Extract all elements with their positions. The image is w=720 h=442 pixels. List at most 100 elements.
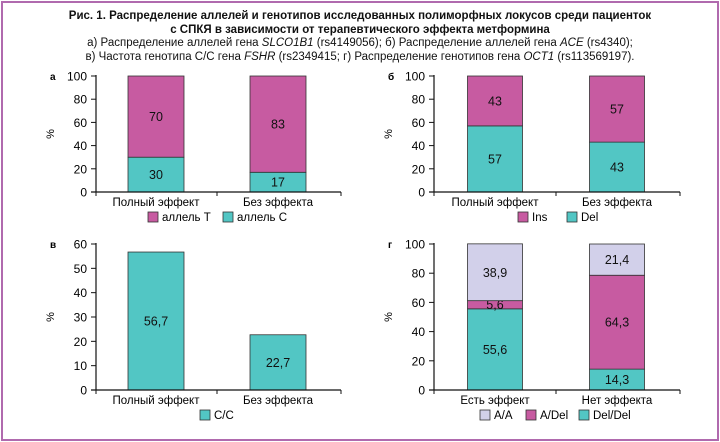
y-axis-title: % [383, 312, 395, 322]
caption-title-line2: с СПКЯ в зависимости от терапевтического… [170, 23, 550, 36]
bar-segment [249, 75, 307, 173]
bar-segment [467, 308, 523, 391]
chart-panel-4: г% 55,6 5,6 38,9 Есть эффект 14,3 64,3 21,4 Нет … [383, 238, 681, 422]
y-tick-label: 50 [74, 262, 88, 276]
y-tick-label: 20 [412, 162, 426, 176]
data-label: 30 [149, 168, 163, 182]
legend-label: A/Del [540, 410, 568, 422]
y-tick-label: 20 [412, 354, 426, 368]
caption-title-line1: Рис. 1. Распределение аллелей и генотипо… [68, 10, 652, 22]
legend-swatch [147, 211, 159, 223]
x-tick-label: Без эффекта [243, 395, 314, 407]
y-tick-label: 20 [74, 162, 88, 176]
caption-line3-part-c: (rs4340); [583, 37, 633, 49]
legend-swatch [566, 211, 578, 223]
data-label: 21,4 [605, 253, 629, 267]
bar-segment [467, 125, 523, 193]
y-tick-label: 100 [67, 70, 87, 84]
caption-line3-part-a: а) Распределение аллелей гена [87, 37, 262, 49]
y-tick-label: 0 [80, 384, 87, 398]
bar-segment [127, 251, 185, 391]
x-tick-label: Без эффекта [582, 197, 653, 209]
y-tick-label: 20 [74, 335, 88, 349]
legend: аллель T аллель C [147, 211, 287, 224]
caption-gene-oct1: OCT1 [523, 50, 555, 63]
x-tick-label: Полный эффект [113, 197, 201, 209]
y-axis-title: % [45, 129, 57, 139]
y-tick-label: 80 [412, 267, 426, 281]
bar-segment [589, 141, 645, 193]
data-label: 43 [488, 94, 502, 108]
data-label: 14,3 [605, 373, 629, 387]
y-axis-title: % [45, 312, 57, 322]
data-label: 57 [610, 103, 624, 117]
chart-panel-2: б% 57 43 Полный эффект 43 57 Без эффекта 0 20 40 6… [383, 70, 681, 224]
bar-segment [467, 75, 523, 127]
y-tick-label: 100 [405, 70, 425, 84]
bar-segment [467, 243, 523, 302]
y-tick-label: 60 [412, 296, 426, 310]
data-label: 5,6 [486, 298, 503, 312]
caption-gene-ace: ACE [560, 37, 584, 49]
bar-segment [589, 274, 645, 370]
panel-letter: г [388, 240, 392, 251]
legend-label: A/A [494, 410, 513, 422]
legend-swatch [479, 409, 491, 421]
panel-letter: а [50, 72, 56, 83]
data-label: 64,3 [605, 316, 629, 330]
y-tick-label: 60 [74, 116, 88, 130]
panel-letter: в [50, 240, 56, 251]
legend-swatch [199, 409, 211, 421]
y-tick-label: 40 [74, 286, 88, 300]
data-label: 43 [610, 161, 624, 175]
y-tick-label: 0 [418, 186, 425, 200]
y-tick-label: 80 [74, 93, 88, 107]
bar-segment [589, 75, 645, 143]
y-tick-label: 30 [74, 311, 88, 325]
data-label: 22,7 [266, 356, 290, 370]
chart-panel-3: в% 56,7 Полный эффект 22,7 Без эффекта 0 10 20 3… [45, 238, 342, 422]
data-label: 70 [149, 110, 163, 124]
panel-letter: б [388, 71, 394, 83]
y-tick-label: 40 [412, 325, 426, 339]
legend: A/A A/Del Del/Del [479, 409, 631, 422]
bar-segment [589, 243, 645, 276]
legend-label: аллель T [162, 212, 211, 224]
legend: Ins Del [517, 211, 598, 224]
bar-segment [249, 334, 307, 391]
y-tick-label: 80 [412, 93, 426, 107]
chart-panel-1: а% 30 70 Полный эффект 17 83 Без эффекта 0 20 40 6… [45, 70, 342, 224]
y-tick-label: 40 [74, 139, 88, 153]
bar-segment [127, 75, 185, 158]
caption-gene-slco1b1: SLCO1B1 [261, 37, 314, 49]
x-tick-label: Полный эффект [113, 395, 201, 407]
legend-swatch [517, 211, 529, 223]
data-label: 38,9 [483, 266, 507, 280]
legend-swatch [525, 409, 537, 421]
caption-line4-part-a: в) Частота генотипа C/C гена [85, 50, 245, 63]
bar-segment [127, 156, 185, 193]
y-axis-title: % [383, 129, 395, 139]
data-label: 57 [488, 152, 502, 166]
y-tick-label: 10 [74, 359, 88, 373]
caption-line3-part-b: (rs4149056); б) Распределение аллелей ге… [313, 37, 560, 49]
x-tick-label: Нет эффекта [582, 395, 653, 407]
x-tick-label: Есть эффект [460, 395, 530, 407]
data-label: 55,6 [483, 343, 507, 357]
legend-swatch [578, 409, 590, 421]
legend-label: Ins [532, 212, 548, 224]
y-tick-label: 60 [74, 238, 88, 252]
legend: C/C [199, 409, 234, 422]
data-label: 56,7 [144, 315, 168, 329]
legend-label: Del [581, 212, 598, 224]
y-tick-label: 0 [418, 384, 425, 398]
y-tick-label: 100 [405, 238, 425, 252]
data-label: 17 [271, 176, 285, 190]
caption-line4: в) Частота генотипа C/C гена FSHR (rs234… [0, 51, 720, 65]
legend-label: аллель C [237, 212, 287, 224]
caption-line4-part-c: (rs113569197). [554, 50, 635, 63]
data-label: 83 [271, 118, 285, 132]
legend-label: Del/Del [593, 410, 631, 422]
